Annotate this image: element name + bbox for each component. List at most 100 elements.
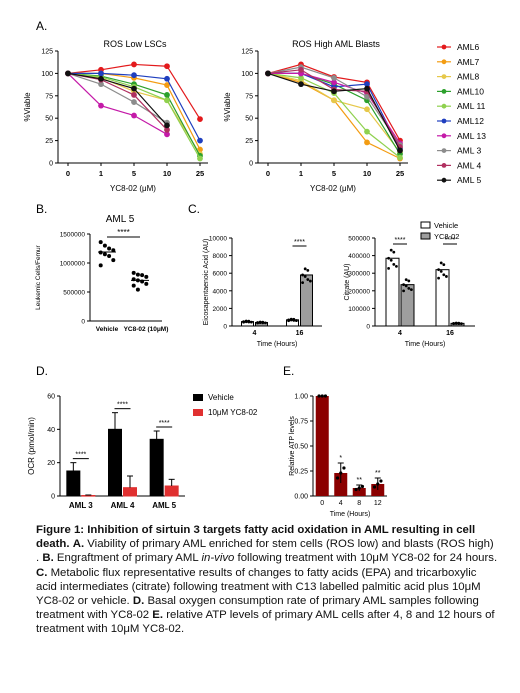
C-left-point [261,321,265,325]
A-left-y-tick-label: 0 [49,161,53,168]
C-left-y-tick-label: 4000 [213,288,228,295]
A-right-point [265,70,271,77]
C-left-point [256,321,259,324]
legend-a-label: AML6 [457,42,479,52]
E-significance: ** [375,470,381,477]
A-right-x-tick-label: 10 [363,169,371,178]
C-right-bar [435,269,450,327]
A-right-point [364,139,370,146]
E-bar [315,396,329,496]
D-legend-label: 10μM YC8-02 [208,408,258,417]
E-point [335,476,340,480]
E-x-tick-label: 4 [339,500,343,507]
panel-label-e: E. [283,364,294,378]
A-left-point [65,70,71,77]
E-point [323,394,328,398]
panel-label-b: B. [36,202,47,216]
C-right-point [437,268,440,272]
C-left-point [303,275,307,278]
A-right-point [364,106,370,113]
C-right-y-tick-label: 400000 [348,253,370,260]
legend-a-label: AML 4 [457,160,482,170]
A-left-point [164,82,170,88]
figure: A. B. C. D. E. ROS Low LSCs ROS High AML… [23,19,486,518]
B-point [144,274,149,279]
C-right-point [402,289,405,293]
legend-a-marker [441,59,447,65]
A-right-y-tick-label: 25 [245,138,253,145]
A-right-point [331,74,337,81]
D-x-tick-label: AML 5 [152,501,176,510]
A-right-point [331,97,337,104]
caption-b-text2: following treatment with 10μM YC8-02 for… [234,552,498,565]
legend-a-marker [441,89,447,94]
B-point [107,246,112,251]
A-right-point [298,66,304,73]
C-right-y-label: Citrate (AU) [344,264,351,301]
C-left-y-tick-label: 10000 [209,236,227,243]
D-y-tick-label: 0 [51,494,55,501]
E-point [360,484,365,489]
legend-a-marker [441,148,447,154]
A-left-x-tick-label: 0 [66,169,70,178]
E-point [317,394,321,398]
legend-a-marker [441,74,447,79]
C-right-significance: **** [445,237,456,244]
E-significance: ** [357,477,363,484]
C-right-point [439,269,443,273]
C-right-point [407,286,411,290]
A-right-point [298,81,304,88]
B-point [131,283,136,288]
C-right-bar [385,257,400,327]
C-left-x-tick-label: 4 [253,330,257,337]
A-left-point [164,63,170,70]
C-right-y-tick-label: 500000 [348,236,370,243]
A-left-point [197,137,203,144]
A-left-y-tick-label: 100 [41,71,53,78]
D-y-tick-label: 20 [47,460,55,467]
A-left-series-line [67,72,168,124]
legend-a-label: AML12 [457,116,484,126]
D-bar [81,495,96,497]
C-left-x-label: Time (Hours) [257,341,298,348]
B-point [135,272,140,277]
caption-a-text: Viability of primary AML enriched for st… [36,538,494,565]
B-point [102,243,107,248]
A-left-x-tick-label: 10 [163,169,171,178]
B-x-tick-label: YC8-02 (10μM) [124,326,169,333]
B-point [131,270,136,275]
C-left-point [244,319,248,323]
legend-a-label: AML 11 [457,101,486,111]
C-right-point [407,279,411,283]
D-bar [66,470,81,497]
caption-a-label: A. [72,538,85,551]
C-right-y-tick-label: 100000 [348,306,370,313]
B-point [98,263,103,268]
caption-e-label: E. [152,609,164,622]
caption-c-label: C. [36,566,48,579]
caption-title: Figure 1: Inhibition of sirtuin 3 target… [36,524,476,551]
C-right-point [460,322,463,326]
C-left-point [306,278,310,281]
D-y-label: OCR (pmol/min) [27,417,36,475]
A-left-y-tick-label: 75 [45,93,53,100]
A-left-y-tick-label: 125 [41,49,53,56]
A-right-point [364,85,370,92]
A-right-y-tick-label: 125 [241,49,253,56]
D-bar [123,487,137,497]
C-right-x-tick-label: 16 [446,330,454,337]
C-left-point [250,320,253,324]
C-left-point [309,279,312,283]
E-bar [352,488,366,496]
legend-a-label: AML10 [457,86,484,96]
A-right-x-tick-label: 5 [332,169,336,178]
C-right-significance: **** [395,237,406,244]
E-point [379,479,383,483]
A-right-point [364,128,370,135]
C-right-point [392,262,396,266]
C-left-point [306,268,310,272]
A-left-x-tick-label: 5 [132,169,136,178]
C-left-point [292,318,296,322]
C-right-point [392,250,396,254]
caption-b-label: B. [42,552,54,565]
